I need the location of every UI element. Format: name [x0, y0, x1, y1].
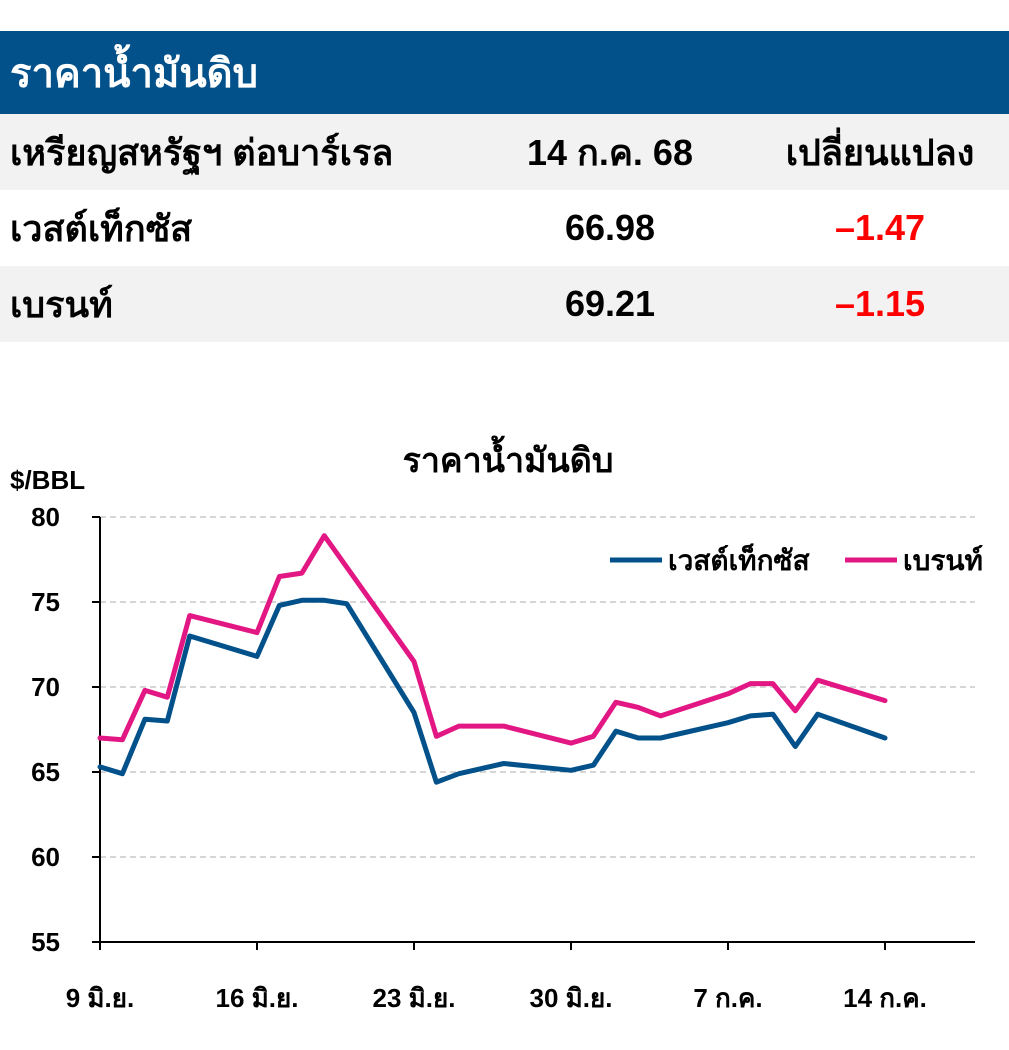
- y-tick-labels: 55 60 65 70 75 80: [31, 502, 60, 957]
- chart-title: ราคาน้ำมันดิบ: [403, 435, 614, 480]
- x-tick-label: 23 มิ.ย.: [373, 983, 456, 1013]
- table-row-brent: เบรนท์ 69.21 –1.15: [0, 266, 1009, 342]
- series-line-wti: [97, 597, 888, 785]
- y-tick-label: 55: [31, 927, 60, 957]
- row-name: เบรนท์: [10, 283, 113, 325]
- series-line-brent: [97, 533, 888, 746]
- legend-label-brent: เบรนท์: [903, 545, 983, 576]
- x-tick-label: 14 ก.ค.: [843, 983, 927, 1013]
- column-header-date: 14 ก.ค. 68: [527, 131, 693, 173]
- axes: [92, 516, 975, 950]
- y-tick-label: 65: [31, 757, 60, 787]
- y-tick-label: 75: [31, 587, 60, 617]
- header-title: ราคาน้ำมันดิบ: [10, 51, 259, 96]
- x-tick-label: 30 มิ.ย.: [530, 983, 613, 1013]
- header-bar: ราคาน้ำมันดิบ: [0, 31, 1009, 114]
- y-axis-unit-label: $/BBL: [10, 465, 85, 495]
- y-tick-label: 80: [31, 502, 60, 532]
- x-tick-label: 7 ก.ค.: [693, 983, 762, 1013]
- series-lines: [97, 533, 888, 785]
- y-tick-label: 70: [31, 672, 60, 702]
- x-tick-labels: 9 มิ.ย. 16 มิ.ย. 23 มิ.ย. 30 มิ.ย. 7 ก.ค. 14 …: [66, 983, 927, 1013]
- legend-label-wti: เวสต์เท็กซัส: [668, 543, 811, 576]
- row-price: 69.21: [564, 283, 656, 324]
- table-header-row: เหรียญสหรัฐฯ ต่อบาร์เรล 14 ก.ค. 68 เปลี่…: [0, 114, 1009, 190]
- gridlines: [100, 516, 975, 858]
- column-header-unit: เหรียญสหรัฐฯ ต่อบาร์เรล: [10, 131, 394, 173]
- row-name: เวสต์เท็กซัส: [10, 207, 193, 249]
- table-row-wti: เวสต์เท็กซัส 66.98 –1.47: [0, 190, 1009, 266]
- row-price: 66.98: [564, 207, 656, 248]
- x-tick-label: 16 มิ.ย.: [216, 983, 299, 1013]
- row-change: –1.15: [834, 283, 926, 324]
- column-header-change: เปลี่ยนแปลง: [785, 131, 975, 173]
- x-tick-label: 9 มิ.ย.: [66, 983, 135, 1013]
- y-tick-label: 60: [31, 842, 60, 872]
- legend: เวสต์เท็กซัส เบรนท์: [610, 543, 983, 576]
- crude-oil-line-chart: ราคาน้ำมันดิบ $/BBL 55 60 65 70 75 80 9 มิ.ย.…: [10, 435, 983, 1013]
- row-change: –1.47: [834, 207, 926, 248]
